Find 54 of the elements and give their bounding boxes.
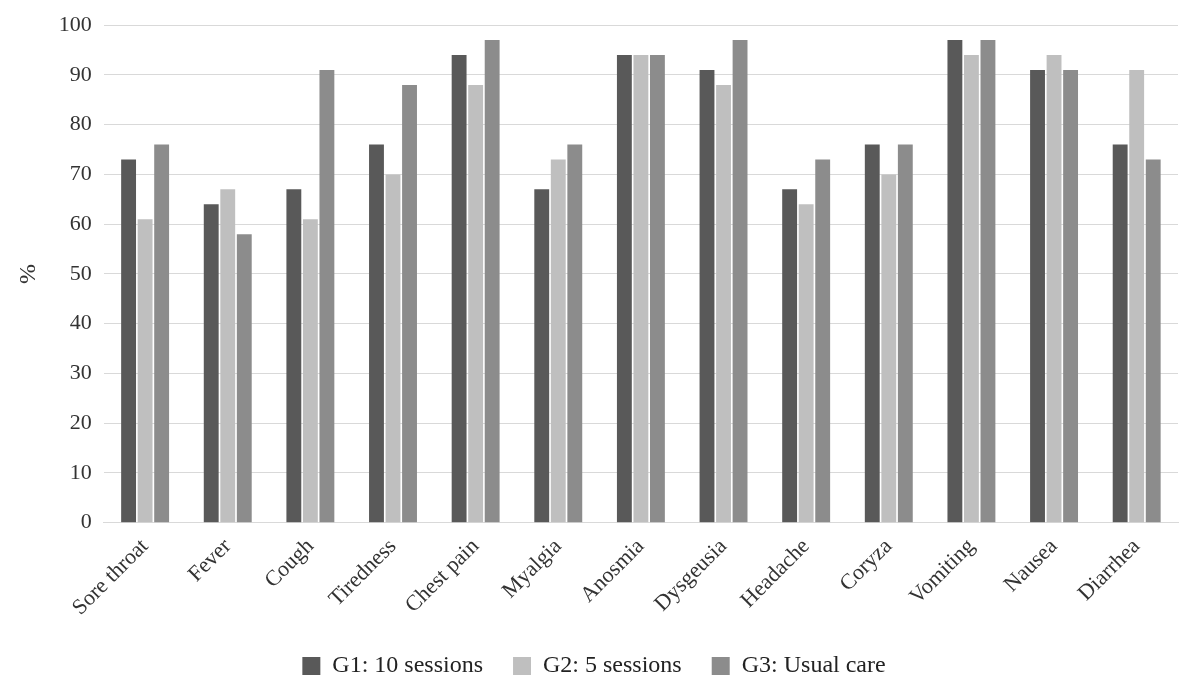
bar <box>716 84 731 523</box>
bar <box>302 219 318 523</box>
bar <box>451 55 467 523</box>
bar <box>649 55 665 523</box>
y-tick-label: 100 <box>58 10 92 36</box>
bar <box>1129 69 1145 523</box>
bar <box>484 40 500 523</box>
y-tick-label: 70 <box>69 160 92 186</box>
bar <box>616 55 632 523</box>
legend-label: G2: 5 sessions <box>543 651 682 678</box>
y-tick-label: 20 <box>69 408 92 434</box>
bar <box>699 69 715 523</box>
bar <box>534 189 550 523</box>
bar <box>963 55 979 523</box>
bar <box>369 144 384 523</box>
bar <box>1030 69 1045 523</box>
bar <box>881 174 897 523</box>
legend-label: G3: Usual care <box>741 651 886 678</box>
bar <box>947 40 963 523</box>
bar <box>633 55 649 523</box>
y-tick-label: 90 <box>69 60 92 86</box>
bar <box>732 40 748 523</box>
bar <box>798 204 814 523</box>
bar <box>782 189 798 523</box>
bar <box>1046 55 1062 523</box>
y-tick-label: 40 <box>69 309 92 335</box>
bar <box>1112 144 1128 523</box>
bar <box>220 189 236 523</box>
y-tick-label: 10 <box>69 458 92 484</box>
legend-label: G1: 10 sessions <box>332 651 484 678</box>
bar <box>203 204 219 523</box>
bar <box>154 144 170 523</box>
bar <box>980 40 996 523</box>
bar <box>864 144 880 523</box>
bar <box>815 159 831 523</box>
bar <box>137 219 153 523</box>
bar <box>1145 159 1161 523</box>
bar <box>567 144 583 523</box>
bar <box>897 144 913 523</box>
bar <box>402 84 417 523</box>
y-tick-label: 50 <box>69 259 92 285</box>
y-tick-label: 80 <box>69 110 92 136</box>
bar <box>121 159 137 523</box>
bar <box>385 174 401 523</box>
y-tick-label: 60 <box>69 209 92 235</box>
y-tick-label: 0 <box>80 508 92 534</box>
bar <box>286 189 302 523</box>
y-axis-title: % <box>13 263 40 284</box>
bar <box>468 84 484 523</box>
bar <box>1063 69 1079 523</box>
bar <box>236 234 252 523</box>
bar <box>550 159 566 523</box>
bar <box>319 69 335 523</box>
y-tick-label: 30 <box>69 359 92 385</box>
